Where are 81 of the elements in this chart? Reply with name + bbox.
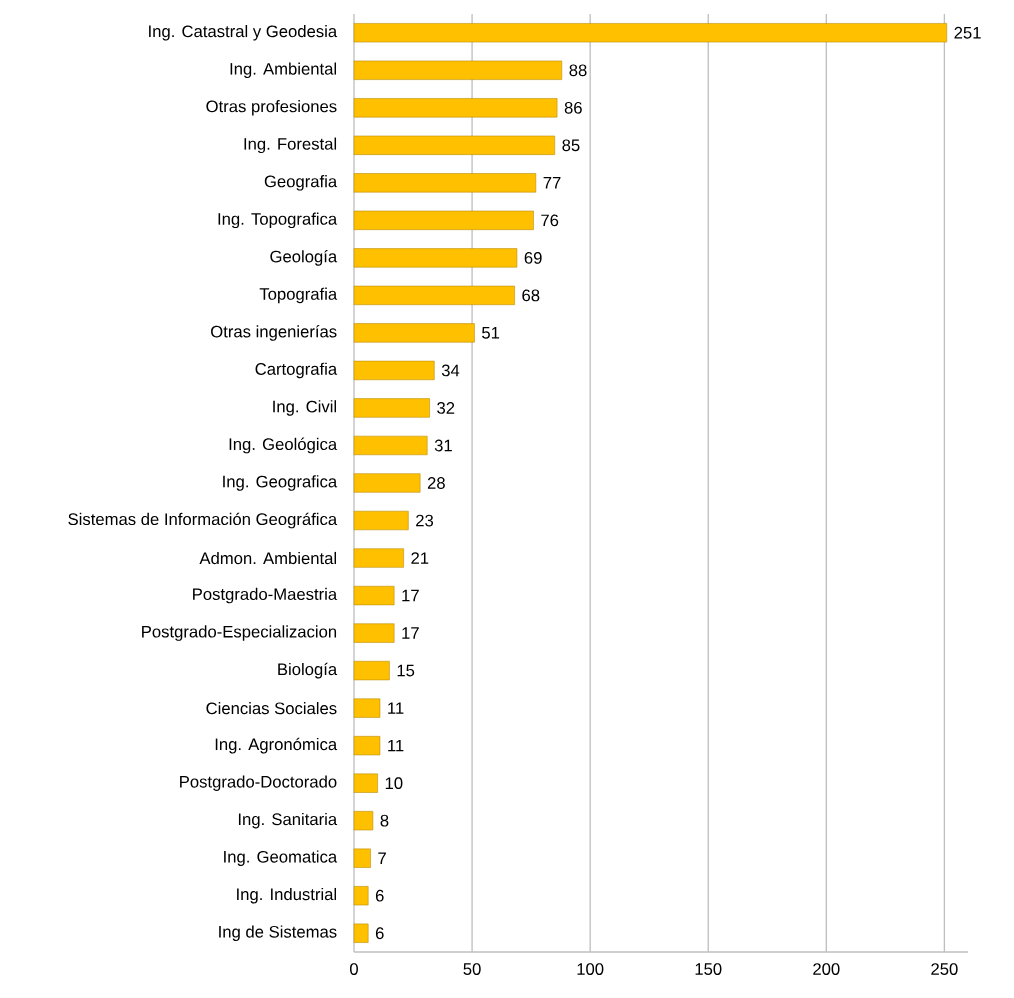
bar bbox=[353, 435, 428, 456]
data-label: 34 bbox=[441, 364, 460, 377]
bar bbox=[353, 473, 421, 493]
y-tick-label: Postgrado-Maestria bbox=[193, 587, 338, 604]
bar bbox=[353, 510, 409, 531]
y-tick-label: Geología bbox=[270, 250, 338, 266]
bar bbox=[353, 135, 555, 155]
y-tick-label: Ing. Industrial bbox=[237, 887, 337, 904]
bar bbox=[353, 548, 404, 568]
bar bbox=[353, 886, 369, 906]
data-label: 85 bbox=[562, 139, 580, 152]
data-label: 76 bbox=[541, 214, 559, 227]
y-tick-label: Otras profesiones bbox=[206, 100, 337, 116]
bar bbox=[353, 736, 381, 756]
bar bbox=[353, 698, 381, 718]
y-tick-label: Biología bbox=[278, 662, 338, 679]
bar bbox=[353, 98, 558, 118]
data-label: 10 bbox=[385, 777, 403, 790]
data-label: 6 bbox=[375, 889, 384, 902]
data-label: 11 bbox=[388, 702, 404, 714]
bar bbox=[353, 848, 371, 868]
data-label: 15 bbox=[397, 664, 415, 677]
bar bbox=[353, 210, 534, 230]
y-tick-label: Postgrado-Doctorado bbox=[180, 775, 337, 791]
data-label: 251 bbox=[954, 26, 981, 39]
data-label: 68 bbox=[522, 289, 540, 302]
y-tick-label: Ing. Sanitaria bbox=[238, 812, 338, 829]
bar bbox=[353, 585, 395, 606]
data-label: 23 bbox=[416, 514, 434, 527]
data-label: 32 bbox=[437, 402, 455, 414]
y-tick-label: Ing. Agronómica bbox=[215, 737, 338, 754]
y-tick-label: Ing. Topografica bbox=[218, 212, 338, 229]
data-label: 86 bbox=[564, 101, 582, 114]
bar bbox=[353, 248, 518, 268]
y-tick-label: Ing. Geológica bbox=[229, 437, 338, 454]
y-tick-label: Otras ingenierías bbox=[211, 325, 337, 341]
bar bbox=[353, 60, 563, 80]
x-tick-label: 50 bbox=[463, 963, 481, 975]
data-label: 17 bbox=[402, 627, 419, 639]
bar bbox=[353, 623, 395, 643]
y-tick-label: Ing de Sistemas bbox=[219, 925, 337, 941]
data-label: 17 bbox=[402, 589, 419, 602]
x-tick-label: 250 bbox=[931, 963, 958, 975]
y-tick-label: Ciencias Sociales bbox=[206, 701, 337, 715]
data-label: 88 bbox=[569, 64, 587, 77]
x-tick-label: 200 bbox=[813, 963, 840, 975]
data-label: 69 bbox=[524, 251, 542, 264]
y-tick-label: Ing. Catastral y Geodesia bbox=[149, 24, 338, 41]
y-tick-label: Ing. Ambiental bbox=[230, 62, 337, 79]
data-label: 77 bbox=[543, 177, 561, 189]
data-label: 31 bbox=[434, 439, 452, 452]
bar bbox=[353, 285, 515, 305]
y-tick-label: Cartografia bbox=[255, 362, 338, 379]
bar bbox=[353, 398, 430, 418]
bar bbox=[353, 773, 378, 793]
data-label: 28 bbox=[427, 477, 445, 489]
bar bbox=[353, 23, 948, 43]
x-tick-label: 0 bbox=[350, 963, 358, 975]
y-tick-label: Ing. Geografica bbox=[223, 475, 338, 491]
y-tick-label: Postgrado-Especializacion bbox=[142, 625, 337, 641]
x-tick-label: 150 bbox=[695, 963, 722, 975]
y-tick-label: Ing. Geomatica bbox=[224, 850, 338, 866]
bar bbox=[353, 323, 475, 343]
data-label: 21 bbox=[411, 552, 429, 564]
data-label: 11 bbox=[388, 739, 404, 752]
y-tick-label: Ing. Civil bbox=[273, 400, 337, 416]
bar bbox=[353, 923, 369, 943]
data-label: 8 bbox=[380, 814, 389, 827]
bar bbox=[353, 660, 390, 681]
y-tick-label: Ing. Forestal bbox=[244, 137, 337, 154]
y-tick-label: Sistemas de Información Geográfica bbox=[68, 512, 338, 529]
y-tick-label: Admon. Ambiental bbox=[199, 551, 337, 565]
data-label: 7 bbox=[378, 852, 386, 864]
bar bbox=[353, 360, 435, 381]
bar bbox=[353, 811, 374, 831]
bar bbox=[353, 173, 537, 193]
y-tick-label: Geografia bbox=[264, 175, 338, 191]
x-tick-label: 100 bbox=[577, 963, 604, 975]
data-label: 6 bbox=[375, 927, 384, 940]
data-label: 51 bbox=[482, 327, 500, 339]
y-tick-label: Topografia bbox=[259, 287, 338, 304]
